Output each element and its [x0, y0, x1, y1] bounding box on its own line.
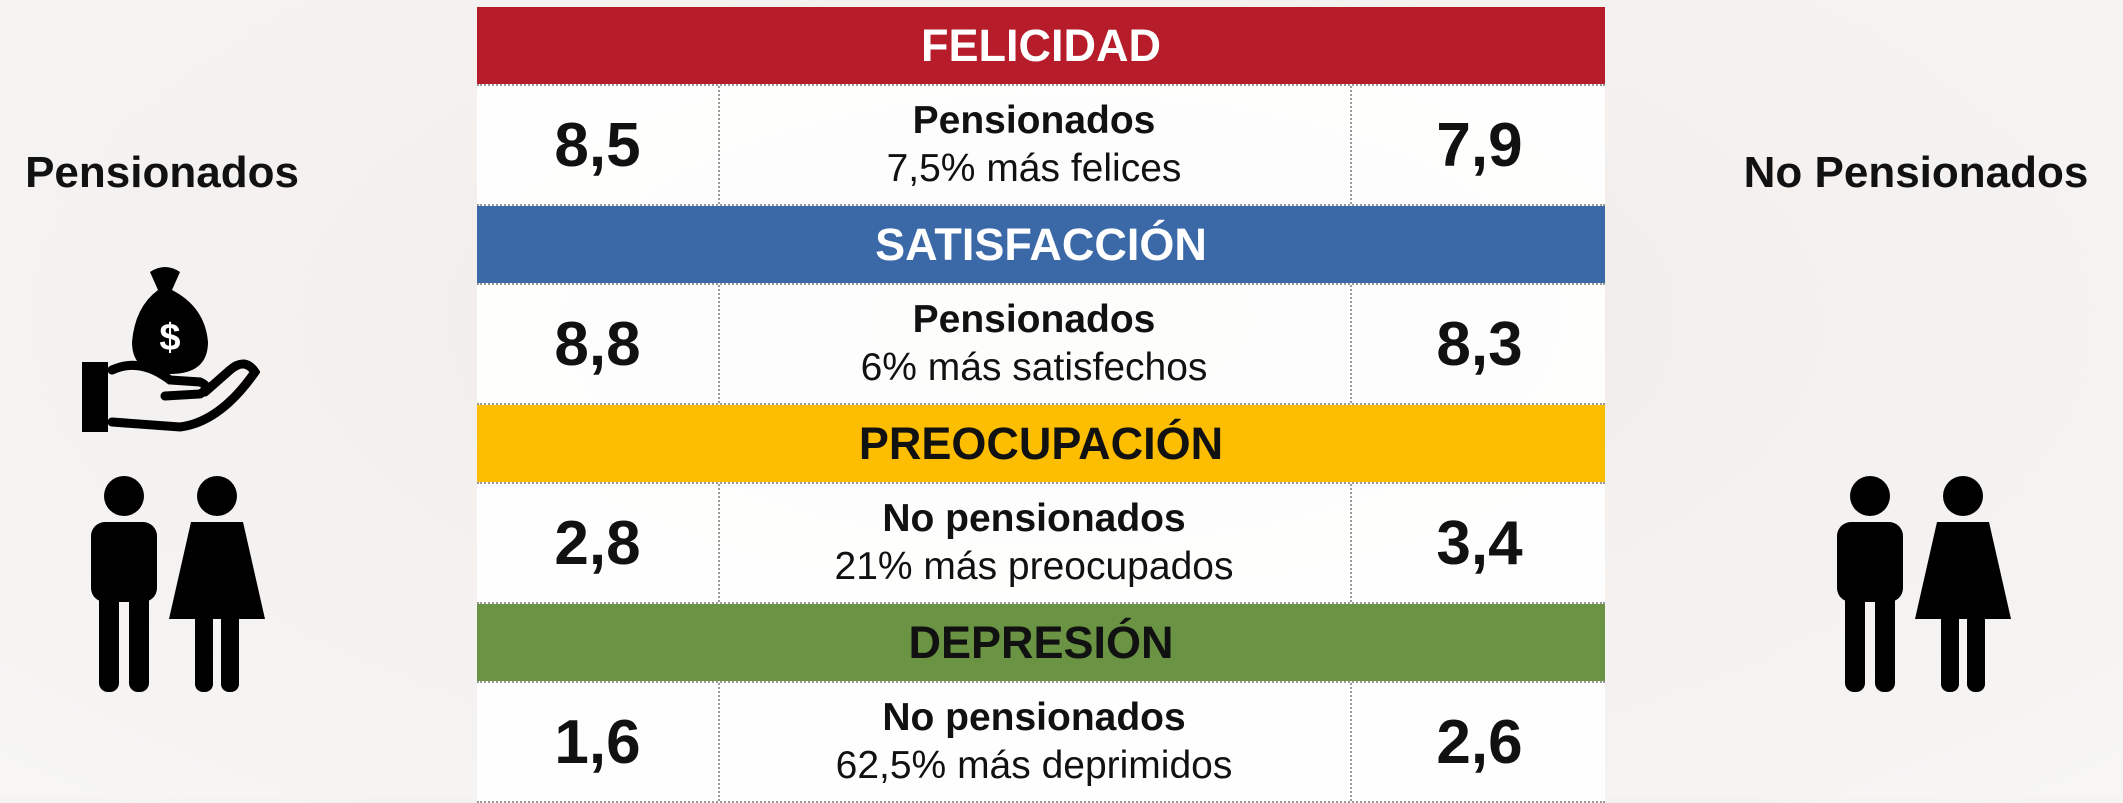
center-cell: No pensionados 62,5% más deprimidos — [718, 683, 1350, 801]
right-cell: 8,3 — [1350, 285, 1607, 403]
section-row: 2,8 No pensionados 21% más preocupados 3,4 — [477, 482, 1605, 604]
people-icon — [1837, 476, 2011, 692]
comparison-note: 7,5% más felices — [886, 147, 1182, 190]
comparison-note: 21% más preocupados — [834, 545, 1234, 588]
group-label: No pensionados — [882, 497, 1186, 540]
section-header: DEPRESIÓN — [477, 604, 1605, 681]
left-value: 2,8 — [554, 508, 641, 578]
section-row: 8,5 Pensionados 7,5% más felices 7,9 — [477, 84, 1605, 206]
center-cell: No pensionados 21% más preocupados — [718, 484, 1350, 602]
left-cell: 8,5 — [477, 86, 720, 204]
right-cell: 3,4 — [1350, 484, 1607, 602]
left-cell: 1,6 — [477, 683, 720, 801]
comparison-note: 62,5% más deprimidos — [835, 744, 1233, 787]
section-row: 8,8 Pensionados 6% más satisfechos 8,3 — [477, 283, 1605, 405]
center-cell: Pensionados 7,5% más felices — [718, 86, 1350, 204]
left-value: 8,5 — [554, 110, 641, 180]
right-value: 8,3 — [1436, 309, 1523, 379]
right-cell: 7,9 — [1350, 86, 1607, 204]
right-value: 2,6 — [1436, 707, 1523, 777]
group-label: Pensionados — [912, 298, 1156, 341]
svg-text:$: $ — [159, 317, 180, 359]
left-value: 8,8 — [554, 309, 641, 379]
comparison-note: 6% más satisfechos — [860, 346, 1208, 389]
group-label: No pensionados — [882, 696, 1186, 739]
right-value: 7,9 — [1436, 110, 1523, 180]
section-header: FELICIDAD — [477, 7, 1605, 84]
right-value: 3,4 — [1436, 508, 1523, 578]
people-icon — [91, 476, 265, 692]
section-header: PREOCUPACIÓN — [477, 405, 1605, 482]
right-label: No Pensionados — [1743, 148, 2089, 197]
left-value: 1,6 — [554, 707, 641, 777]
right-cell: 2,6 — [1350, 683, 1607, 801]
center-cell: Pensionados 6% más satisfechos — [718, 285, 1350, 403]
left-cell: 8,8 — [477, 285, 720, 403]
group-label: Pensionados — [912, 99, 1156, 142]
section-row: 1,6 No pensionados 62,5% más deprimidos 2,6 — [477, 681, 1605, 803]
left-label: Pensionados — [25, 148, 299, 197]
section-header: SATISFACCIÓN — [477, 206, 1605, 283]
left-cell: 2,8 — [477, 484, 720, 602]
money-hand-icon: $ — [82, 267, 260, 432]
